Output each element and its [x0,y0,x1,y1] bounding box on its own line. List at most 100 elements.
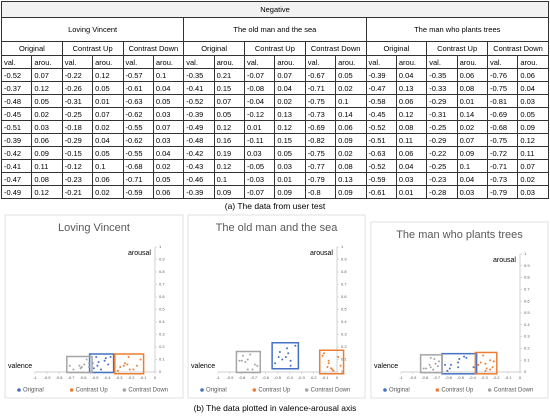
data-table: Negative Loving Vincent The old man and th… [0,1,549,199]
column-header: arou. [456,55,489,69]
x-tick-label: -0.3 [481,375,489,380]
table-cell: 0.12 [92,68,124,82]
table-cell: 0.04 [152,146,185,160]
x-tick-label: -0.3 [298,375,306,380]
legend-marker [69,388,74,392]
table-cell: -0.61 [365,185,397,199]
legend-label: Contrast Down [128,388,168,394]
caption: (a) The data from user test [224,201,326,211]
table-cell: -0.49 [0,185,33,199]
scatter-point [83,363,86,366]
scatter-point [332,369,335,372]
y-tick-label: 0 [341,369,344,374]
x-tick-label: -0.2 [493,375,501,380]
scatter-point [472,366,475,369]
table-cell: -0.69 [304,120,337,134]
table-cell: 0.06 [335,120,367,134]
table-cell: 0.05 [152,172,185,186]
scatter-point [429,356,432,359]
table-cell: -0.28 [426,185,458,199]
scatter-point [95,356,98,358]
table-cell: -0.23 [61,172,94,186]
table-cell: -0.29 [61,133,94,147]
scatter-point [444,363,447,366]
table-cell: -0.15 [61,146,94,160]
scatter-point [97,361,100,363]
x-tick-label: -0.5 [457,375,465,380]
table-cell: -0.52 [0,68,33,82]
legend-label: Contrast Up [441,388,474,394]
table-cell: -0.04 [243,94,276,108]
table-cell: -0.43 [183,159,215,173]
y-tick-label: 0 [524,369,527,374]
table-cell: 0.12 [213,159,246,173]
table-cell: -0.33 [426,81,458,95]
table-cell: 0.14 [456,107,489,121]
table-cell: 0.06 [152,185,185,199]
table-cell: 0.09 [31,146,63,160]
table-cell: -0.68 [122,159,154,173]
table-cell: -0.47 [365,81,397,95]
y-axis-label: arousal [128,250,151,257]
scatter-point [246,358,249,361]
table-cell: 0.1 [335,94,367,108]
table-cell: 0.08 [456,81,489,95]
table-cell: -0.22 [61,68,94,82]
scatter-point [116,369,119,372]
y-tick-label: 0.7 [159,282,165,287]
y-tick-label: 0.1 [159,357,165,362]
scatter-point [256,364,259,367]
condition-header: Contrast Up [426,41,488,56]
table-cell: 0.02 [335,81,367,95]
table-cell: 0.11 [395,133,428,147]
table-cell: 0.01 [274,172,306,186]
scatter-point [238,359,241,362]
scatter-point [485,367,488,370]
column-header: arou. [335,55,367,69]
y-tick-label: 0.9 [159,257,165,262]
table-cell: -0.52 [365,159,397,173]
table-cell: 0.02 [456,120,489,134]
table-cell: -0.55 [122,120,154,134]
condition-header: Contrast Down [304,41,367,56]
table-row: val. arou. val. arou. val. arou. val. arou. val.… [0,55,549,69]
table-cell: -0.69 [486,107,519,121]
table-cell: -0.31 [426,107,458,121]
table-cell: -0.82 [304,133,337,147]
column-header: val. [183,55,215,69]
table-cell: -0.48 [0,94,33,108]
table-cell: 0.06 [517,68,549,82]
x-tick-label: -0.4 [286,375,294,380]
table-row: -0.41 0.11 -0.12 0.1 -0.68 0.02 -0.43 0.12 -0.05… [0,159,549,173]
table-cell: -0.71 [122,172,154,186]
scatter-point [294,344,297,347]
table-cell: 0.01 [456,94,489,108]
scatter-point [88,366,90,368]
table-cell: -0.58 [365,94,397,108]
scatter-point [126,363,129,366]
x-tick-label: -1 [399,375,403,380]
table-cell: 0.12 [395,107,428,121]
condition-header: Original [183,41,245,56]
table-cell: 0.04 [274,81,306,95]
x-tick-label: -0.3 [116,375,124,380]
table-cell: 0.06 [395,94,428,108]
table-cell: 0.09 [274,185,306,199]
scatter-point [119,366,122,368]
table-row: -0.47 0.08 -0.23 0.06 -0.71 0.05 -0.46 0.1 -0.03… [0,172,549,186]
scatter-point [241,354,244,357]
table-cell: 0.09 [335,133,367,147]
table-row: -0.39 0.06 -0.29 0.04 -0.62 0.03 -0.48 0.16 -0.1… [0,133,549,147]
table-cell: -0.76 [486,68,519,82]
x-tick-label: -0.5 [92,375,100,380]
scatter-point [284,356,287,358]
scatter-point [458,358,461,361]
table-cell: -0.03 [243,172,276,186]
column-header: val. [61,55,94,69]
scatter-point [463,355,466,358]
table-cell: -0.67 [304,68,337,82]
table-cell: 0.06 [92,172,124,186]
table-cell: -0.05 [243,159,276,173]
cluster-box [271,342,300,370]
table-cell: 0.1 [92,159,124,173]
